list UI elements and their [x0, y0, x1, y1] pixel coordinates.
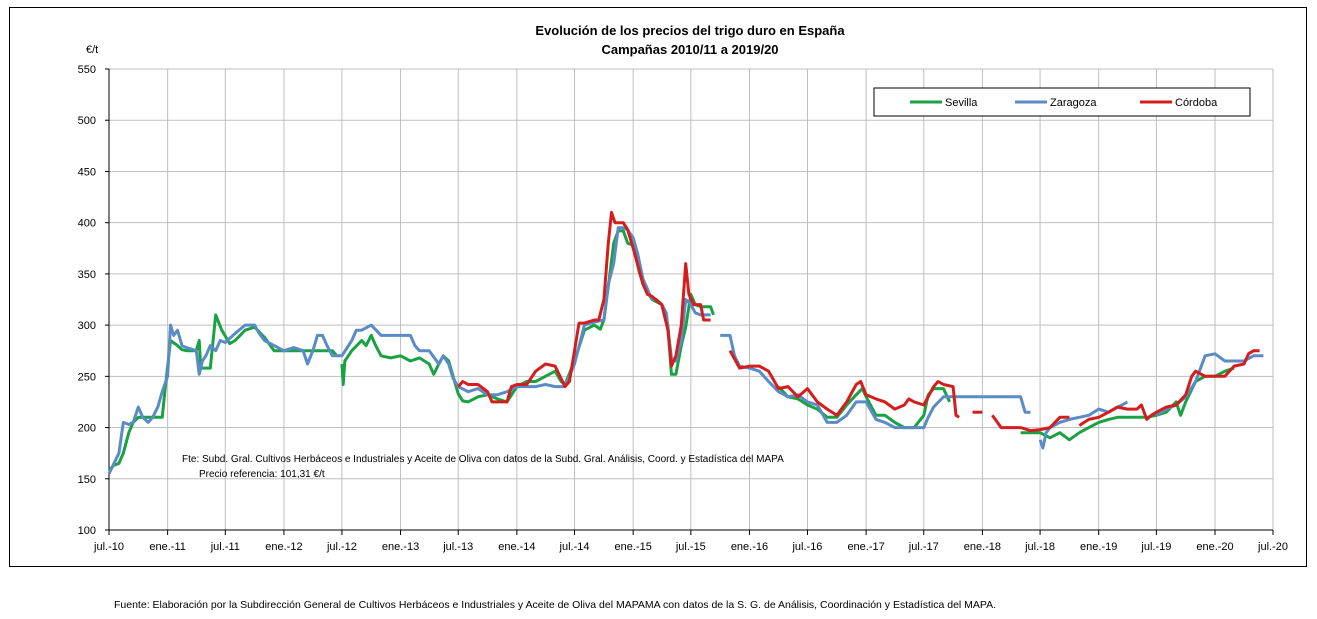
x-tick-label: ene.-14 — [498, 541, 535, 553]
chart-annotation-reference: Precio referencia: 101,31 €/t — [199, 469, 325, 480]
footer-source: Fuente: Elaboración por la Subdirección … — [114, 599, 997, 611]
x-tick-label: ene.-11 — [149, 541, 186, 553]
x-tick-label: jul.-20 — [1257, 541, 1288, 553]
x-tick-label: ene.-12 — [265, 541, 302, 553]
series-line-zaragoza — [720, 333, 1031, 430]
y-tick-label: 100 — [78, 525, 96, 537]
x-tick-label: jul.-18 — [1024, 541, 1055, 553]
chart-plot: Evolución de los precios del trigo duro … — [78, 23, 1288, 553]
y-axis-label: €/t — [86, 44, 98, 56]
series-line-cordoba — [728, 349, 960, 419]
legend-label-sevilla: Sevilla — [945, 97, 978, 109]
chart-annotation-source: Fte: Subd. Gral. Cultivos Herbáceos e In… — [182, 454, 784, 465]
x-tick-label: ene.-16 — [731, 541, 768, 553]
x-tick-label: jul.-15 — [675, 541, 706, 553]
series-line-sevilla — [107, 313, 338, 472]
y-tick-label: 500 — [78, 115, 96, 127]
x-tick-label: jul.-12 — [326, 541, 357, 553]
x-tick-label: jul.-14 — [559, 541, 590, 553]
y-tick-label: 200 — [78, 423, 96, 435]
x-tick-label: ene.-18 — [964, 541, 1001, 553]
x-tick-label: jul.-10 — [93, 541, 124, 553]
x-tick-label: ene.-17 — [847, 541, 884, 553]
chart-frame: Evolución de los precios del trigo duro … — [9, 7, 1307, 567]
y-tick-label: 400 — [78, 218, 96, 230]
x-tick-label: ene.-20 — [1196, 541, 1233, 553]
series-line-sevilla — [1020, 366, 1235, 442]
x-tick-label: jul.-17 — [908, 541, 939, 553]
series-line-cordoba — [1078, 349, 1260, 427]
y-tick-label: 250 — [78, 371, 96, 383]
chart-subtitle: Campañas 2010/11 a 2019/20 — [601, 42, 778, 57]
legend-label-zaragoza: Zaragoza — [1050, 97, 1097, 109]
x-tick-label: ene.-13 — [382, 541, 419, 553]
y-tick-label: 300 — [78, 320, 96, 332]
y-tick-label: 350 — [78, 269, 96, 281]
x-tick-label: jul.-19 — [1140, 541, 1171, 553]
x-tick-label: ene.-15 — [615, 541, 652, 553]
y-tick-label: 550 — [78, 64, 96, 76]
x-tick-label: jul.-13 — [442, 541, 473, 553]
y-tick-label: 450 — [78, 166, 96, 178]
series-line-cordoba — [457, 210, 711, 404]
legend-label-cordoba: Córdoba — [1175, 97, 1218, 109]
y-tick-label: 150 — [78, 474, 96, 486]
x-tick-label: ene.-19 — [1080, 541, 1117, 553]
chart-title: Evolución de los precios del trigo duro … — [535, 23, 845, 38]
x-tick-label: jul.-11 — [210, 541, 240, 553]
x-tick-label: jul.-16 — [791, 541, 822, 553]
series-line-cordoba — [991, 414, 1070, 433]
